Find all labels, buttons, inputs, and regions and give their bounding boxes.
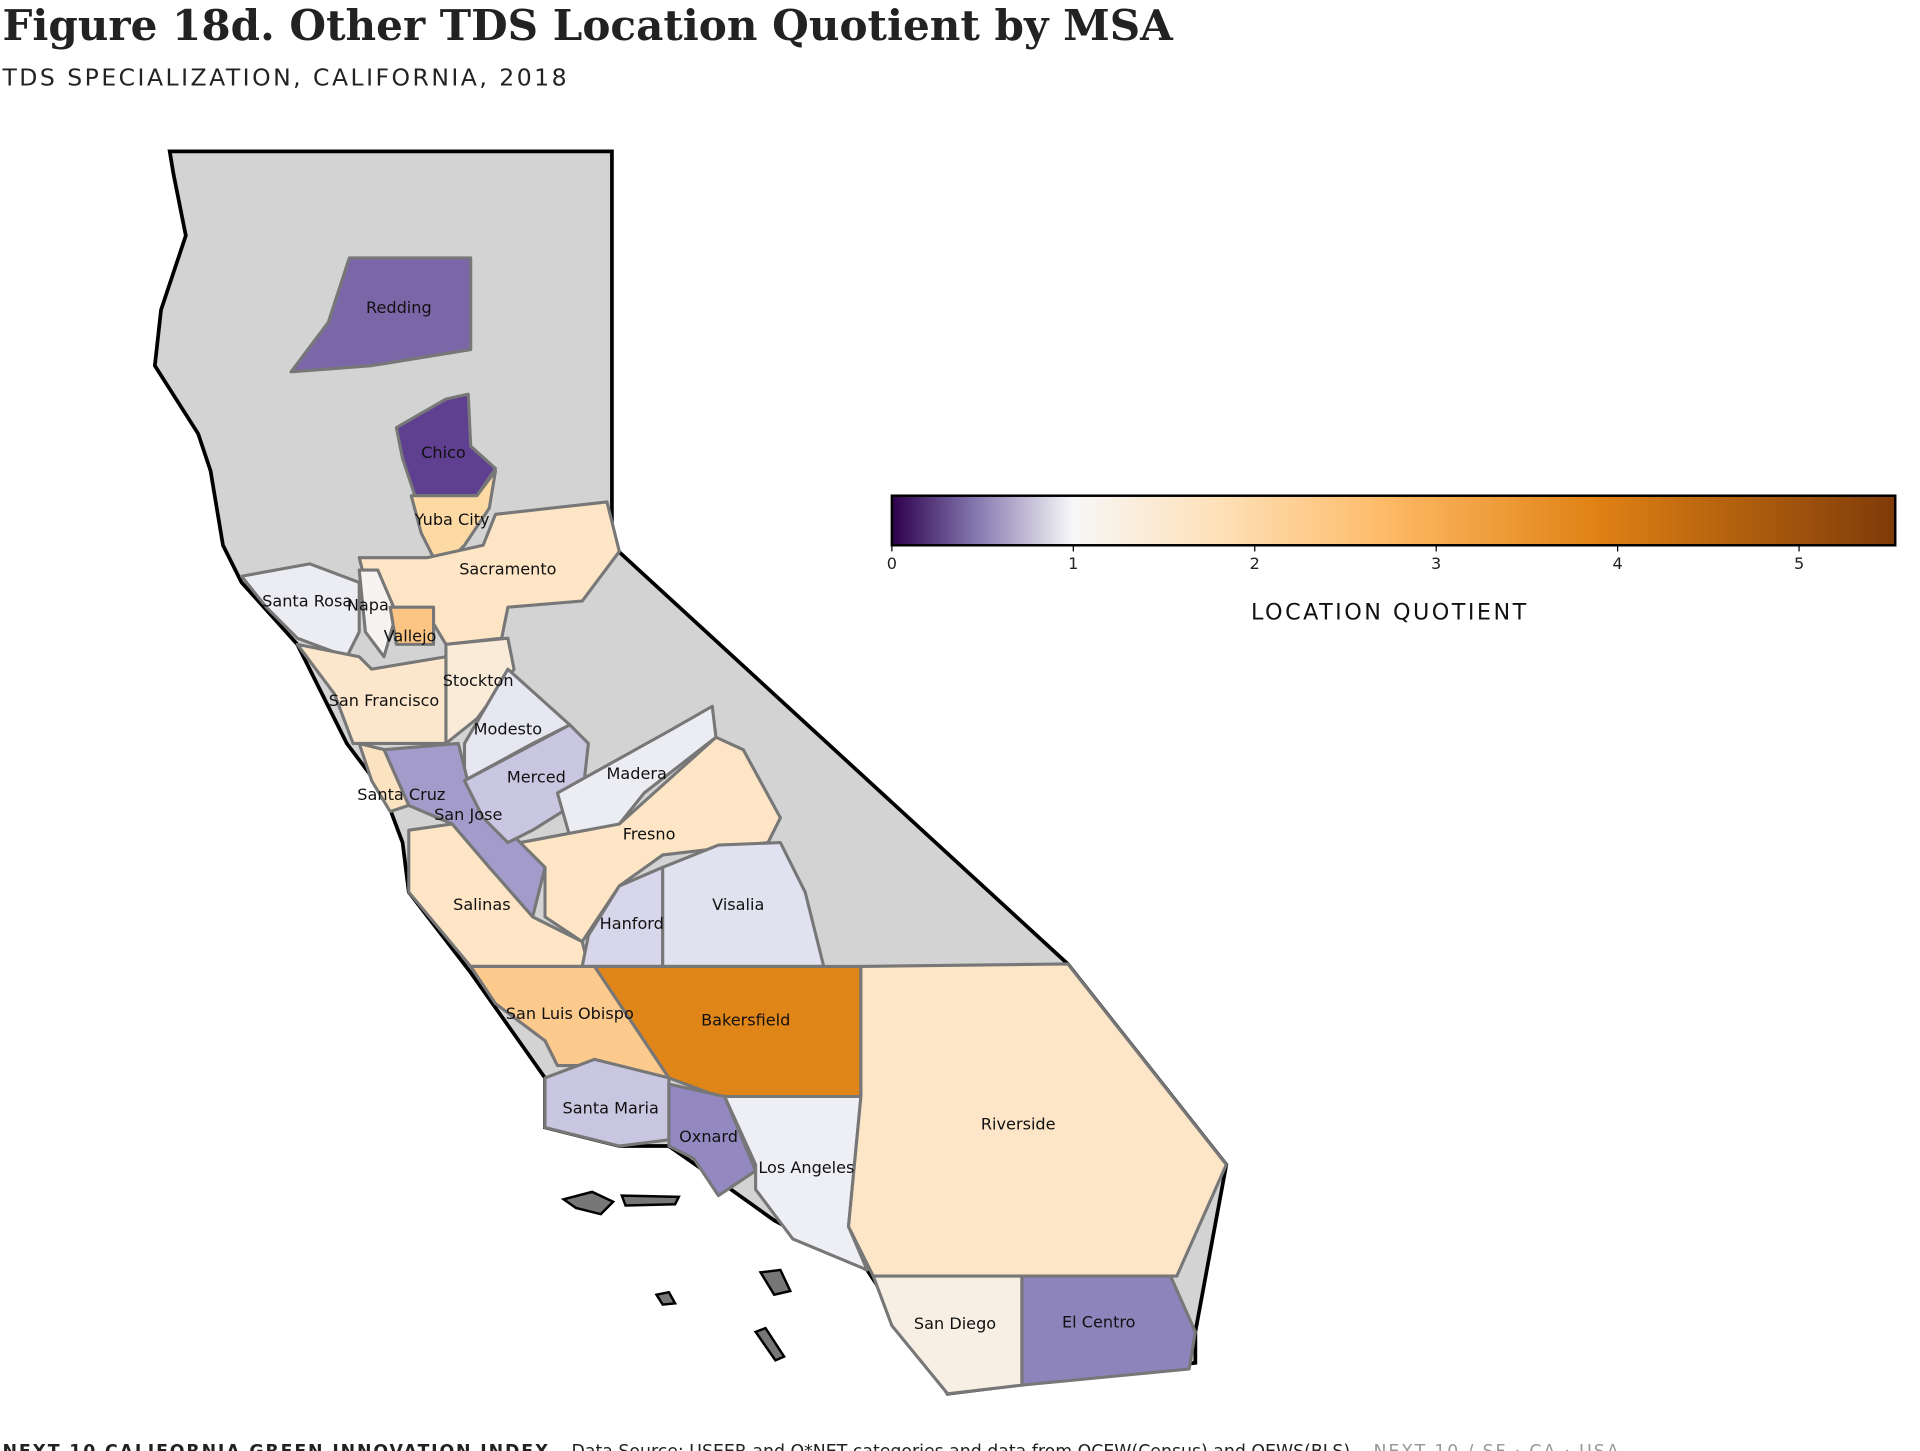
region-label: Merced bbox=[507, 768, 566, 787]
region bbox=[357, 568, 398, 659]
region bbox=[295, 642, 448, 746]
region bbox=[240, 562, 361, 659]
region-label: Modesto bbox=[474, 719, 542, 738]
region-label: San Francisco bbox=[329, 691, 440, 710]
colorbar-tick-label: 5 bbox=[1794, 554, 1804, 573]
region-label: Redding bbox=[366, 298, 432, 317]
region-labels: Redding Chico Yuba City Sacramento Santa Ros… bbox=[262, 298, 1135, 1333]
region-label: San Diego bbox=[914, 1314, 996, 1333]
region-label: San Jose bbox=[434, 805, 502, 824]
islands bbox=[560, 1190, 793, 1362]
footer-source: Data Source: USEER and O*NET categories … bbox=[572, 1442, 1356, 1451]
colorbar bbox=[890, 494, 1897, 547]
region bbox=[289, 256, 473, 374]
footer: NEXT 10 CALIFORNIA GREEN INNOVATION INDE… bbox=[2, 1442, 1620, 1451]
region-label: El Centro bbox=[1062, 1313, 1136, 1332]
region bbox=[871, 1274, 1024, 1396]
colorbar-ticks: 0 1 2 3 4 5 bbox=[887, 545, 1804, 573]
colorbar-tick-label: 2 bbox=[1250, 554, 1260, 573]
region bbox=[462, 723, 590, 845]
region-label: Salinas bbox=[453, 895, 510, 914]
footer-credit: NEXT 10 / SF · CA · USA bbox=[1374, 1442, 1621, 1451]
region-label: Fresno bbox=[623, 825, 676, 844]
region-label: Riverside bbox=[981, 1114, 1056, 1133]
region-label: Los Angeles bbox=[758, 1158, 854, 1177]
title: Figure 18d. Other TDS Location Quotient … bbox=[2, 0, 1174, 50]
region-label: San Luis Obispo bbox=[506, 1004, 634, 1023]
region bbox=[388, 605, 436, 646]
region-label: Santa Maria bbox=[563, 1098, 659, 1117]
region bbox=[394, 392, 498, 498]
region-label: Bakersfield bbox=[701, 1010, 790, 1029]
colorbar-tick-label: 0 bbox=[887, 554, 897, 573]
region-label: Stockton bbox=[443, 671, 514, 690]
region bbox=[407, 822, 590, 968]
subtitle: TDS SPECIALIZATION, CALIFORNIA, 2018 bbox=[1, 64, 569, 92]
regions bbox=[240, 256, 1228, 1396]
region-label: Yuba City bbox=[414, 510, 490, 529]
region-label: Santa Cruz bbox=[357, 785, 445, 804]
colorbar-tick-label: 1 bbox=[1068, 554, 1078, 573]
region-label: Santa Rosa bbox=[262, 592, 352, 611]
footer-brand: NEXT 10 CALIFORNIA GREEN INNOVATION INDE… bbox=[2, 1442, 558, 1451]
region-label: Madera bbox=[607, 764, 667, 783]
region-label: Hanford bbox=[600, 914, 664, 933]
region-label: Vallejo bbox=[384, 626, 437, 645]
region bbox=[1020, 1274, 1197, 1387]
region-label: Oxnard bbox=[679, 1127, 738, 1146]
colorbar-tick-label: 3 bbox=[1431, 554, 1441, 573]
colorbar-tick-label: 4 bbox=[1613, 554, 1623, 573]
colorbar-label: LOCATION QUOTIENT bbox=[1251, 600, 1529, 626]
region bbox=[357, 741, 411, 814]
region-label: Visalia bbox=[712, 895, 764, 914]
region-label: Chico bbox=[421, 443, 466, 462]
region bbox=[409, 469, 498, 572]
region-label: Sacramento bbox=[459, 560, 556, 579]
region-label: Napa bbox=[347, 595, 389, 614]
